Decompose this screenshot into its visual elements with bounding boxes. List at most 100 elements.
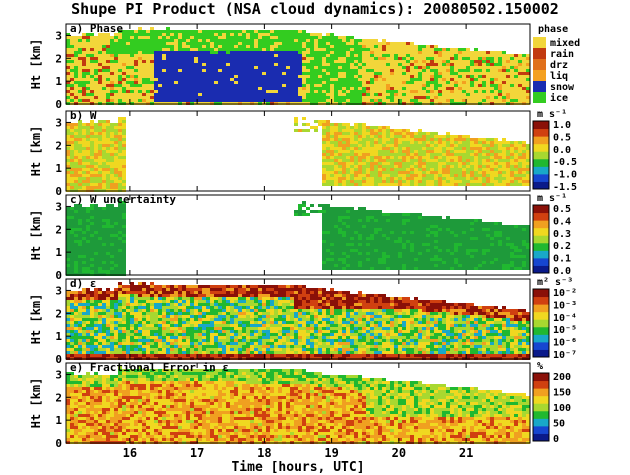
colorbar-tick-label: -0.5 [553, 157, 577, 168]
colorbar-tick-label: 0.0 [553, 266, 571, 277]
y-axis-label: Ht [km] [29, 210, 43, 261]
colorbar-segment [533, 166, 549, 175]
colorbar-tick-label: 0 [553, 434, 559, 445]
colorbar-tick-label: -1.5 [553, 182, 577, 193]
colorbar-segment [533, 212, 549, 221]
y-tick-label: 3 [55, 116, 62, 129]
axes-frame [65, 278, 531, 360]
y-axis-label: Ht [km] [29, 294, 43, 345]
panel-5: 0 1 2 3 Ht [km] 16 17 18 19 20 21 e) Fractional Err… [29, 361, 571, 460]
colorbar-tick-label: 0.5 [553, 132, 571, 143]
colorbar-frame [532, 288, 550, 358]
axes-frame [65, 23, 531, 105]
y-axis-label: Ht [km] [29, 39, 43, 90]
colorbar: m s⁻¹1.00.5 0.0-0.5 -1.0-1.5 [532, 109, 577, 193]
colorbar-frame [532, 120, 550, 190]
colorbar-segment [533, 143, 549, 152]
colorbar-segment [533, 326, 549, 335]
colorbar-segment [533, 121, 549, 130]
y-axis-label: Ht [km] [29, 378, 43, 429]
y-tick-label: 0 [55, 353, 62, 366]
colorbar-segment [533, 380, 549, 389]
colorbar-tick-label: 10⁻³ [553, 300, 577, 311]
x-tick-label: 21 [459, 446, 473, 460]
colorbar-tick-label: 50 [553, 419, 565, 430]
colorbar-segment [533, 136, 549, 145]
colorbar-tick-label: 10⁻⁷ [553, 350, 577, 361]
x-tick-label: 19 [324, 446, 338, 460]
colorbar-segment [533, 433, 549, 442]
colorbar-segment [533, 265, 549, 274]
colorbar-segment [533, 425, 549, 434]
panel-label: a) Phase [70, 22, 123, 35]
y-tick-label: 1 [55, 414, 62, 427]
y-tick-label: 2 [55, 52, 62, 65]
panel-label: b) W [70, 109, 97, 122]
colorbar-frame [532, 204, 550, 274]
y-tick-label: 0 [55, 98, 62, 111]
panel-3: 0 1 2 3 Ht [km] c) W uncertainty m s⁻¹0.50.4 0.… [29, 193, 571, 282]
colorbar-segment [533, 304, 549, 313]
colorbar-segment [533, 319, 549, 328]
x-tick-label: 20 [392, 446, 406, 460]
y-tick-label: 3 [55, 284, 62, 297]
panel-label: d) ε [70, 277, 97, 290]
legend-label: rain [550, 48, 574, 60]
x-tick-label: 18 [257, 446, 271, 460]
colorbar-segment [533, 257, 549, 266]
colorbar-units: m² s⁻³ [537, 277, 573, 288]
colorbar-segment [533, 341, 549, 350]
colorbar-segment [533, 403, 549, 412]
colorbar: % 200 150 100 50 0 [532, 361, 571, 445]
legend-title: phase [538, 24, 568, 35]
colorbar-segment [533, 250, 549, 259]
legend-label: mixed [550, 37, 580, 49]
colorbar-segment [533, 311, 549, 320]
colorbar-segment [533, 418, 549, 427]
colorbar-tick-label: 0.2 [553, 241, 571, 252]
legend-swatch [533, 48, 546, 59]
legend-label: ice [550, 92, 568, 104]
x-tick-label: 17 [190, 446, 204, 460]
colorbar-segment [533, 173, 549, 182]
colorbar-segment [533, 410, 549, 419]
colorbar-segment [533, 151, 549, 160]
y-tick-label: 2 [55, 223, 62, 236]
colorbar-segment [533, 205, 549, 214]
y-tick-label: 2 [55, 307, 62, 320]
y-tick-label: 0 [55, 185, 62, 198]
colorbar-tick-label: 200 [553, 372, 571, 383]
colorbar: m² s⁻³10⁻²10⁻³ 10⁻⁴10⁻⁵ 10⁻⁶10⁻⁷ [532, 277, 577, 361]
colorbar-segment [533, 220, 549, 229]
colorbar-units: % [537, 361, 543, 372]
colorbar-segment [533, 128, 549, 137]
colorbar: m s⁻¹0.50.4 0.30.2 0.10.0 [532, 193, 571, 277]
colorbar-tick-label: 0.5 [553, 204, 571, 215]
y-tick-label: 3 [55, 368, 62, 381]
axes-frame [65, 110, 531, 192]
heatmap-field [66, 198, 530, 276]
legend-swatch [533, 70, 546, 81]
figure-title: Shupe PI Product (NSA cloud dynamics): 2… [71, 0, 559, 18]
colorbar-tick-label: 150 [553, 388, 571, 399]
axes-frame [65, 194, 531, 276]
colorbar-segment [533, 349, 549, 358]
colorbar-frame [532, 372, 550, 442]
colorbar-tick-label: -1.0 [553, 170, 577, 181]
colorbar-segment [533, 227, 549, 236]
y-tick-label: 1 [55, 162, 62, 175]
colorbar-tick-label: 0.1 [553, 254, 571, 265]
y-axis-label: Ht [km] [29, 126, 43, 177]
legend-label: snow [550, 82, 575, 93]
colorbar-segment [533, 373, 549, 382]
panel-1: 0 1 2 3 Ht [km] a) Phase phase mixedraindrzliqs… [29, 22, 580, 111]
x-axis-label: Time [hours, UTC] [231, 460, 364, 475]
y-tick-label: 1 [55, 75, 62, 88]
colorbar-tick-label: 10⁻⁵ [553, 325, 577, 336]
y-tick-label: 0 [55, 437, 62, 450]
colorbar-segment [533, 395, 549, 404]
colorbar-tick-label: 10⁻² [553, 288, 577, 299]
legend-label: drz [550, 60, 568, 71]
